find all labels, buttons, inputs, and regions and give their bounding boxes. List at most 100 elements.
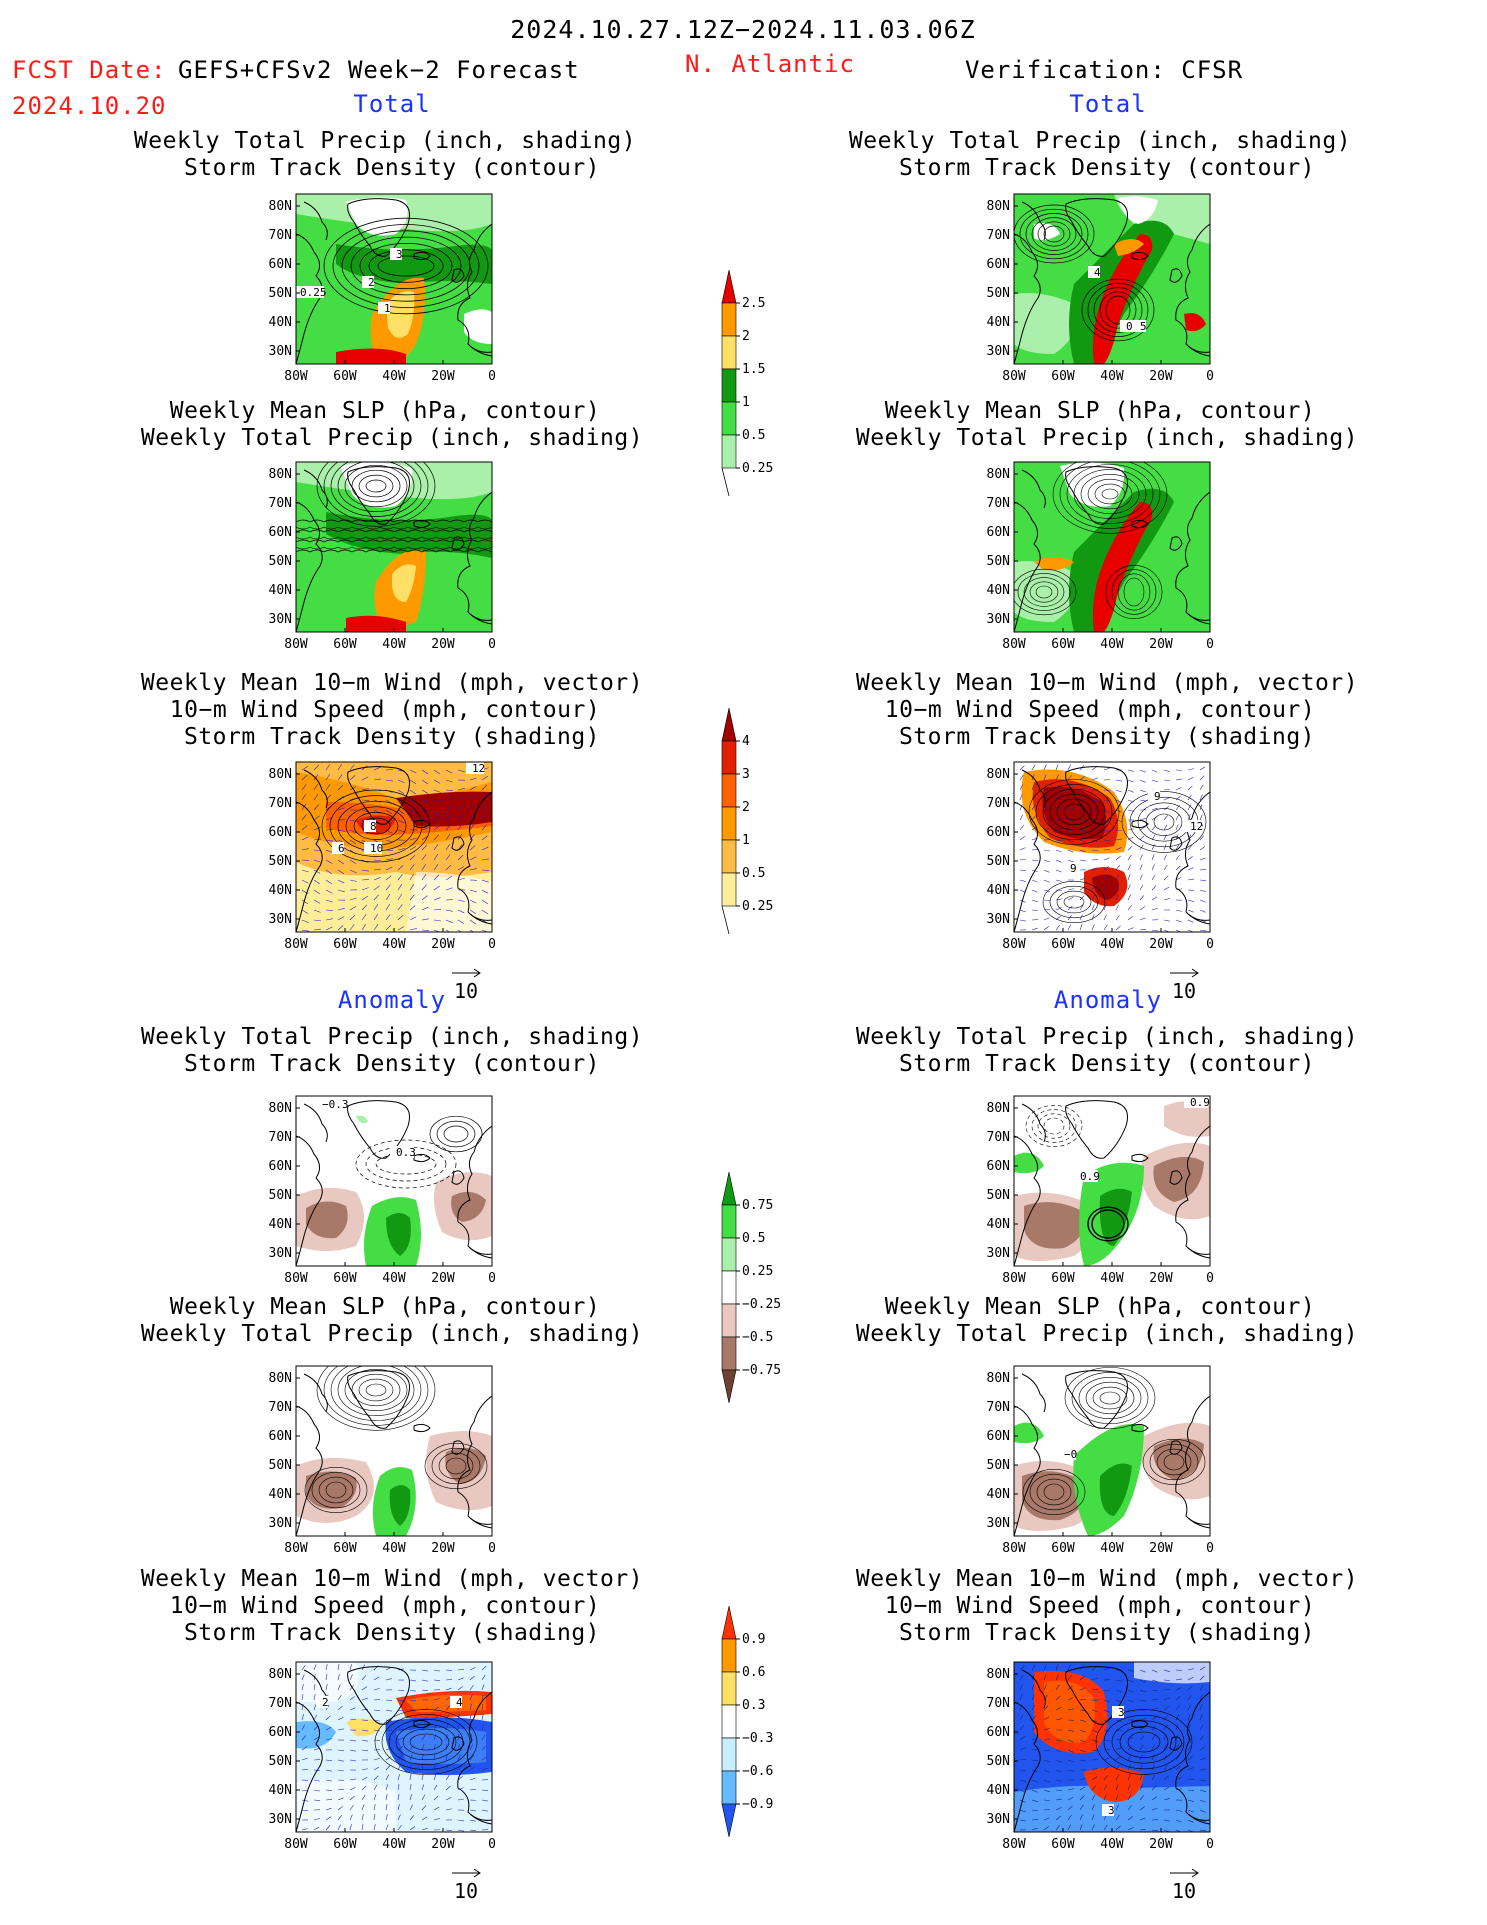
colorbar-label: 0.3 — [742, 1698, 765, 1713]
contour-line — [1099, 1391, 1121, 1405]
lat-tick-label: 80N — [987, 1101, 1010, 1116]
contour-line — [323, 217, 489, 315]
wind-vectors — [301, 763, 489, 932]
contour-line — [332, 224, 480, 308]
title-obs-precip-2: Storm Track Density (contour) — [899, 155, 1315, 181]
lat-tick-label: 80N — [269, 199, 292, 214]
wind-vectors — [301, 1664, 489, 1832]
lat-tick-label: 50N — [987, 1188, 1010, 1203]
contour-line — [358, 474, 394, 498]
shading-region — [396, 1728, 486, 1764]
lat-tick-label: 40N — [987, 1783, 1010, 1798]
lon-tick-label: 60W — [1051, 1837, 1075, 1852]
colorbar-label: 0.75 — [742, 1198, 773, 1213]
colorbar-segment — [721, 839, 737, 874]
lon-tick-label: 80W — [284, 1541, 308, 1556]
contour-line — [365, 1383, 387, 1397]
contour-label: 3 — [1108, 1804, 1115, 1817]
map-fcst-wind-track: 12 8 6 10 80N 70N 60N 50N 40N 30N 80W 60W 40W 20W 0 — [269, 761, 496, 952]
contour-line — [1035, 585, 1053, 599]
lon-tick-label: 40W — [1100, 1541, 1124, 1556]
lon-tick-label: 20W — [1149, 1541, 1173, 1556]
lat-tick-label: 80N — [987, 199, 1010, 214]
contour-line — [1028, 779, 1120, 845]
lon-tick-label: 0 — [1206, 1837, 1214, 1852]
title-fcst-aslp-2: Weekly Total Precip (inch, shading) — [141, 1321, 643, 1347]
colorbar-label: 4 — [742, 734, 750, 749]
lat-tick-label: 30N — [269, 612, 292, 627]
colorbar-label: 1.5 — [742, 362, 765, 377]
contour-line — [1092, 1386, 1128, 1410]
title-obs-wind-1: Weekly Mean 10−m Wind (mph, vector) — [856, 670, 1358, 696]
lon-tick-label: 40W — [382, 637, 406, 652]
lat-tick-label: 40N — [269, 1217, 292, 1232]
lat-tick-label: 50N — [269, 854, 292, 869]
title-fcst-wind-3: Storm Track Density (shading) — [184, 724, 600, 750]
shading-region — [1044, 1680, 1095, 1743]
map-fcst-precip-track: 3 21 0.25 80N 70N 60N 50N 40N 30N 80W 60W 40W 20W 0 — [269, 193, 496, 384]
title-fcst-slp-1: Weekly Mean SLP (hPa, contour) — [170, 398, 600, 424]
vector-reference-label: 10 — [454, 1879, 478, 1903]
lon-tick-label: 40W — [1100, 369, 1124, 384]
lon-tick-label: 0 — [488, 1837, 496, 1852]
contour-line — [1043, 225, 1065, 243]
lat-tick-label: 30N — [987, 1516, 1010, 1531]
shading-region — [1134, 1662, 1210, 1684]
colorbar-label: 0.25 — [742, 1264, 773, 1279]
contour-label: 1 — [384, 302, 391, 315]
colorbar-label: −0.3 — [742, 1731, 773, 1746]
lat-tick-label: 70N — [987, 496, 1010, 511]
contour-line — [1052, 462, 1168, 534]
coastline — [1014, 766, 1210, 932]
shading-region — [389, 1485, 411, 1526]
shading-region — [296, 1662, 359, 1702]
lat-tick-label: 70N — [269, 1400, 292, 1415]
contour-line — [296, 529, 492, 533]
contour-line — [316, 1366, 436, 1431]
title-obs-awind-1: Weekly Mean 10−m Wind (mph, vector) — [856, 1566, 1358, 1592]
contour-label: 8 — [370, 820, 377, 833]
contour-line — [296, 546, 492, 550]
contour-line — [1073, 469, 1147, 519]
contour-line — [1145, 808, 1183, 836]
lat-tick-label: 30N — [269, 1516, 292, 1531]
contour-line — [351, 469, 401, 503]
lon-tick-label: 80W — [284, 937, 308, 952]
section-anomaly-right: Anomaly — [1054, 986, 1162, 1014]
lat-tick-label: 70N — [269, 496, 292, 511]
lat-tick-label: 40N — [269, 883, 292, 898]
vector-reference-label: 10 — [454, 979, 478, 1003]
contour-label: 4 — [1094, 266, 1101, 279]
contour-line — [1056, 798, 1092, 826]
contour-line — [1042, 881, 1106, 924]
contour-line — [1105, 565, 1163, 619]
contour-line — [344, 1368, 408, 1412]
section-total-right: Total — [1069, 90, 1146, 118]
colorbar-segment — [721, 368, 737, 403]
title-fcst-wind-2: 10−m Wind Speed (mph, contour) — [170, 697, 600, 723]
lat-tick-label: 60N — [269, 1159, 292, 1174]
contour-line — [1087, 283, 1149, 337]
contour-label: 0.3 — [396, 1146, 416, 1159]
contour-line — [438, 1452, 474, 1480]
title-fcst-awind-1: Weekly Mean 10−m Wind (mph, vector) — [141, 1566, 643, 1592]
coastline — [296, 466, 492, 632]
contour-line — [1085, 1381, 1135, 1415]
contour-line — [353, 812, 399, 840]
lat-tick-label: 80N — [987, 1371, 1010, 1386]
coastline — [296, 766, 492, 932]
lat-tick-label: 50N — [269, 1188, 292, 1203]
contour-line — [1056, 890, 1092, 914]
contour-line — [1142, 1439, 1206, 1486]
colorbar-label: 0.5 — [742, 866, 765, 881]
colorbar-segment — [721, 434, 737, 469]
contour-line — [1049, 885, 1099, 919]
title-fcst-precip-2: Storm Track Density (contour) — [184, 155, 600, 181]
lat-tick-label: 30N — [269, 1812, 292, 1827]
lon-tick-label: 20W — [431, 1271, 455, 1286]
lon-tick-label: 20W — [1149, 369, 1173, 384]
shading-region — [1099, 1463, 1132, 1516]
contour-line — [1017, 573, 1071, 611]
contour-line — [296, 526, 492, 530]
title-obs-wind-3: Storm Track Density (shading) — [899, 724, 1315, 750]
